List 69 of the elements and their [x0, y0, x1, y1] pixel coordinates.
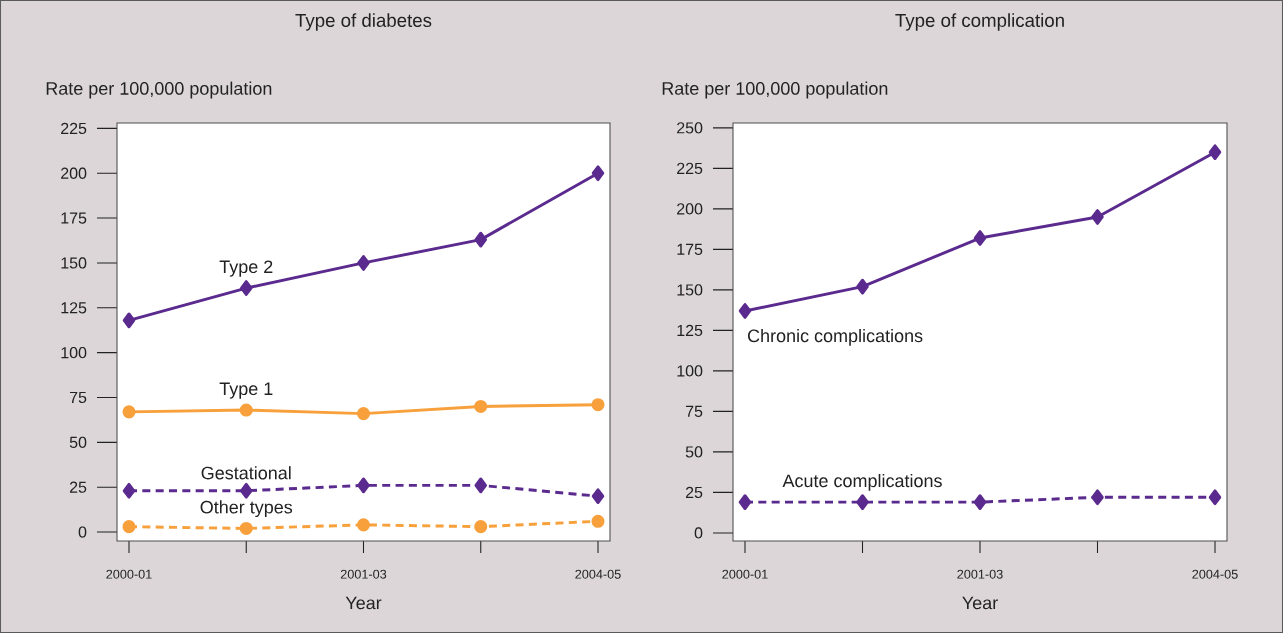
point — [239, 403, 253, 417]
point — [357, 255, 370, 271]
point — [973, 494, 987, 510]
y-tick-label: 200 — [677, 203, 703, 215]
point — [356, 518, 371, 532]
y-tick-label: 150 — [61, 257, 87, 269]
x-tick-label: 2001-03 — [957, 569, 1003, 579]
y-tick-label: 50 — [685, 446, 703, 458]
y-tick-label: 225 — [61, 122, 87, 135]
point — [738, 494, 752, 510]
point — [1091, 209, 1104, 225]
point — [1208, 144, 1222, 161]
y-tick-label: 200 — [61, 167, 87, 179]
y-tick-label: 50 — [69, 436, 87, 448]
point — [738, 303, 752, 319]
point — [239, 482, 253, 499]
point — [591, 165, 605, 182]
series-label: Type 1 — [219, 382, 273, 399]
point — [122, 312, 136, 329]
y-tick-label: 75 — [685, 405, 703, 417]
point — [591, 398, 605, 412]
y-tick-label: 75 — [69, 391, 87, 404]
y-tick-label: 175 — [677, 243, 703, 255]
x-tick-label: 2004-05 — [575, 569, 621, 579]
series-label: Type 2 — [219, 260, 273, 277]
point — [239, 521, 253, 535]
chart-title: Type of diabetes — [295, 13, 432, 31]
x-tick-label: 2000-01 — [106, 569, 152, 579]
y-axis-title: Rate per 100,000 population — [662, 81, 888, 99]
y-tick-label: 175 — [61, 212, 87, 224]
point — [122, 405, 136, 419]
x-tick-label: 2004-05 — [1192, 569, 1238, 579]
y-tick-label: 125 — [61, 302, 87, 314]
x-tick-label: 2000-01 — [722, 569, 768, 579]
point — [474, 399, 488, 413]
y-axis-title: Rate per 100,000 population — [46, 81, 272, 99]
chart-title: Type of complication — [895, 13, 1064, 31]
point — [122, 520, 136, 534]
x-axis-title: Year — [345, 596, 382, 610]
point — [591, 488, 605, 505]
point — [973, 230, 987, 246]
point — [357, 477, 370, 494]
series-label: Acute complications — [782, 473, 942, 491]
point — [1208, 489, 1222, 506]
x-tick-label: 2001-03 — [340, 569, 387, 579]
point — [474, 477, 488, 494]
y-tick-label: 25 — [69, 481, 87, 493]
y-tick-label: 100 — [677, 365, 703, 377]
point — [1091, 489, 1104, 506]
point — [239, 280, 253, 296]
point — [591, 514, 605, 528]
y-tick-label: 250 — [677, 122, 703, 134]
point — [474, 231, 488, 248]
y-tick-label: 0 — [78, 526, 87, 538]
series-label: Chronic complications — [747, 328, 923, 346]
y-tick-label: 0 — [694, 527, 703, 539]
point — [474, 520, 488, 534]
series-label: Other types — [200, 500, 293, 518]
series-label: Gestational — [201, 466, 291, 480]
y-tick-label: 150 — [677, 284, 703, 296]
x-axis-title: Year — [962, 596, 998, 610]
y-tick-label: 225 — [677, 162, 703, 175]
y-tick-label: 25 — [685, 486, 703, 499]
y-tick-label: 100 — [61, 346, 87, 359]
point — [356, 407, 371, 421]
point — [856, 494, 869, 510]
point — [122, 482, 136, 499]
y-tick-label: 125 — [677, 324, 703, 337]
point — [856, 278, 869, 295]
